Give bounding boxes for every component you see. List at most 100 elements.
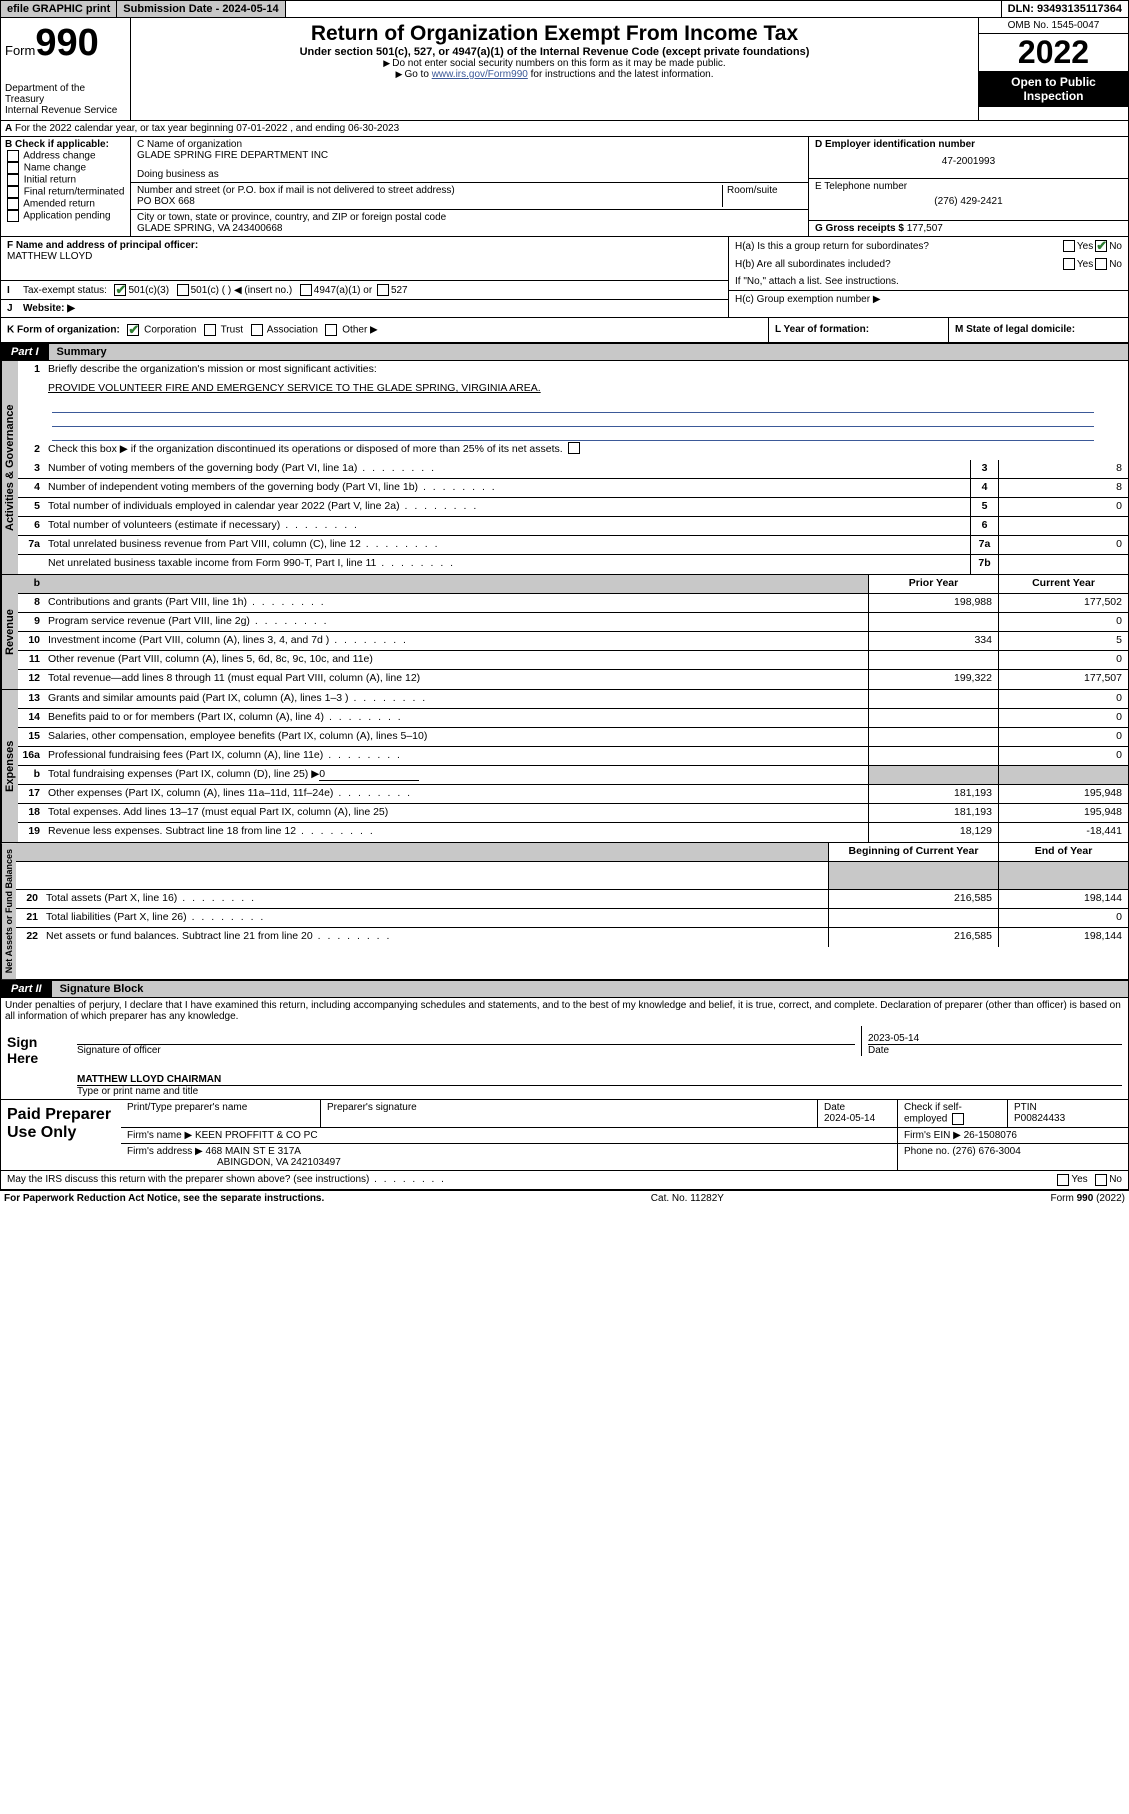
firm-phone: (276) 676-3004: [952, 1146, 1020, 1157]
form-number: 990: [35, 22, 98, 64]
opt-4947: 4947(a)(1) or: [314, 285, 372, 296]
cb-other[interactable]: [325, 324, 337, 336]
paid-h3: Date: [824, 1102, 845, 1113]
l22e: 198,144: [998, 928, 1128, 947]
paid-h1: Print/Type preparer's name: [121, 1100, 321, 1127]
goto-post: for instructions and the latest informat…: [528, 69, 714, 80]
l13c: 0: [998, 690, 1128, 708]
opt-name-change: Name change: [24, 163, 86, 174]
discuss-text: May the IRS discuss this return with the…: [7, 1174, 1055, 1186]
identity-grid: B Check if applicable: Address change Na…: [0, 137, 1129, 237]
efile-print-button[interactable]: efile GRAPHIC print: [1, 1, 117, 17]
room-label: Room/suite: [722, 185, 802, 207]
hb-label: H(b) Are all subordinates included?: [735, 259, 1061, 270]
cb-discuss-no[interactable]: [1095, 1174, 1107, 1186]
cb-527[interactable]: [377, 284, 389, 296]
city-label: City or town, state or province, country…: [137, 212, 802, 223]
cb-501c[interactable]: [177, 284, 189, 296]
gross-value: 177,507: [907, 223, 943, 234]
l13-desc: Grants and similar amounts paid (Part IX…: [44, 690, 868, 708]
l8c: 177,502: [998, 594, 1128, 612]
gross-label: G Gross receipts $: [815, 223, 904, 234]
form-org-label: K Form of organization:: [7, 325, 120, 336]
box-c: C Name of organization GLADE SPRING FIRE…: [131, 137, 808, 236]
l6-desc: Total number of volunteers (estimate if …: [44, 517, 970, 535]
col-fij: F Name and address of principal officer:…: [1, 237, 728, 317]
cb-amended[interactable]: [7, 198, 19, 210]
l8p: 198,988: [868, 594, 998, 612]
cb-discuss-yes[interactable]: [1057, 1174, 1069, 1186]
cb-final-return[interactable]: [7, 186, 19, 198]
page-footer: For Paperwork Reduction Act Notice, see …: [0, 1190, 1129, 1206]
part2-header: Part II Signature Block: [0, 980, 1129, 998]
cb-address-change[interactable]: [7, 150, 19, 162]
l16b-val: 0: [319, 768, 419, 781]
col-current: Current Year: [998, 575, 1128, 593]
l11p: [868, 651, 998, 669]
l22-desc: Net assets or fund balances. Subtract li…: [42, 928, 828, 947]
box-b: B Check if applicable: Address change Na…: [1, 137, 131, 236]
revenue-table: Revenue bPrior YearCurrent Year 8Contrib…: [0, 575, 1129, 690]
ein-label: D Employer identification number: [815, 139, 975, 150]
officer-name: MATTHEW LLOYD: [7, 251, 92, 262]
klm-grid: K Form of organization: Corporation Trus…: [0, 318, 1129, 343]
opt-assoc: Association: [267, 325, 318, 336]
firm-addr2: ABINGDON, VA 242103497: [217, 1157, 341, 1168]
l6-val: [998, 517, 1128, 535]
dba-label: Doing business as: [137, 169, 802, 180]
sig-name-label: Type or print name and title: [77, 1086, 1122, 1097]
cb-hb-yes[interactable]: [1063, 258, 1075, 270]
l21-desc: Total liabilities (Part X, line 26): [42, 909, 828, 927]
irs-link[interactable]: www.irs.gov/Form990: [432, 69, 528, 80]
l10p: 334: [868, 632, 998, 650]
cb-hb-no[interactable]: [1095, 258, 1107, 270]
paid-h2: Preparer's signature: [321, 1100, 818, 1127]
opt-app-pending: Application pending: [23, 211, 110, 222]
col-h: H(a) Is this a group return for subordin…: [728, 237, 1128, 317]
sig-date-label: Date: [868, 1044, 1122, 1056]
sig-officer-label: Signature of officer: [77, 1044, 855, 1056]
l16ac: 0: [998, 747, 1128, 765]
tax-year-range: For the 2022 calendar year, or tax year …: [15, 123, 399, 134]
governance-table: Activities & Governance 1Briefly describ…: [0, 361, 1129, 575]
paid-ptin: P00824433: [1014, 1113, 1065, 1124]
part1-label: Part I: [1, 344, 49, 360]
cb-ha-yes[interactable]: [1063, 240, 1075, 252]
sign-here-label: Sign Here: [1, 1024, 71, 1099]
irs-label: Internal Revenue Service: [5, 105, 126, 116]
l12c: 177,507: [998, 670, 1128, 689]
cb-assoc[interactable]: [251, 324, 263, 336]
opt-501c3: 501(c)(3): [128, 285, 169, 296]
firm-phone-label: Phone no.: [904, 1146, 950, 1157]
part2-label: Part II: [1, 981, 52, 997]
phone-value: (276) 429-2421: [815, 196, 1122, 207]
paperwork-notice: For Paperwork Reduction Act Notice, see …: [4, 1193, 324, 1204]
cb-ha-no[interactable]: [1095, 240, 1107, 252]
l4-desc: Number of independent voting members of …: [44, 479, 970, 497]
goto-pre: Go to: [404, 69, 431, 80]
l16b-desc: Total fundraising expenses (Part IX, col…: [48, 768, 319, 780]
l20-desc: Total assets (Part X, line 16): [42, 890, 828, 908]
opt-initial-return: Initial return: [24, 175, 76, 186]
cb-initial-return[interactable]: [7, 174, 19, 186]
omb-number: OMB No. 1545-0047: [979, 18, 1128, 34]
cb-4947[interactable]: [300, 284, 312, 296]
cb-l2[interactable]: [568, 442, 580, 454]
form-subtitle: Under section 501(c), 527, or 4947(a)(1)…: [141, 46, 968, 58]
col-end: End of Year: [998, 843, 1128, 861]
l10c: 5: [998, 632, 1128, 650]
cb-corp[interactable]: [127, 324, 139, 336]
l15p: [868, 728, 998, 746]
form-header-left: Form990 Department of the Treasury Inter…: [1, 18, 131, 120]
org-name-label: C Name of organization: [137, 139, 802, 150]
discuss-yes: Yes: [1071, 1174, 1087, 1186]
cb-app-pending[interactable]: [7, 210, 19, 222]
cb-self-employed[interactable]: [952, 1113, 964, 1125]
paid-h5: PTIN: [1014, 1102, 1037, 1113]
ein-label2: Firm's EIN ▶: [904, 1130, 961, 1141]
part1-header: Part I Summary: [0, 343, 1129, 361]
cb-name-change[interactable]: [7, 162, 19, 174]
cb-trust[interactable]: [204, 324, 216, 336]
cb-501c3[interactable]: [114, 284, 126, 296]
form-ref: Form 990 (2022): [1051, 1193, 1125, 1204]
